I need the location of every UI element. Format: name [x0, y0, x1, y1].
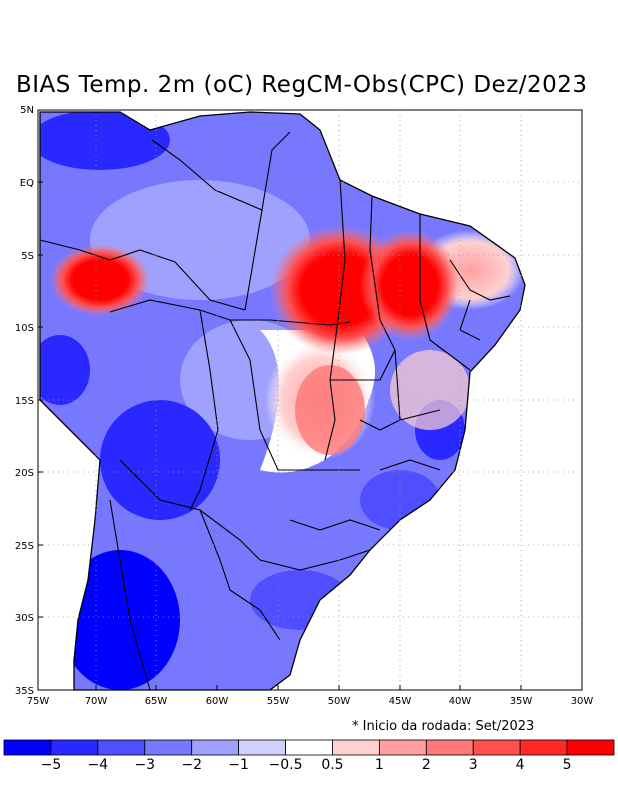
- colorbar-swatch: [285, 739, 333, 756]
- gridlines: [38, 110, 582, 690]
- lat-label: 10S: [15, 323, 34, 334]
- colorbar-swatch: [3, 739, 52, 756]
- political-borders: [39, 131, 511, 691]
- colorbar-label: 5: [562, 757, 572, 773]
- tick-marks: [38, 109, 522, 690]
- colorbar-label: −4: [87, 757, 109, 773]
- lat-label: 25S: [15, 541, 34, 552]
- colorbar-label: 2: [421, 757, 431, 773]
- colorbar-swatch: [425, 739, 474, 756]
- lat-label: 30S: [15, 613, 34, 624]
- colorbar-label: −3: [134, 757, 156, 773]
- colorbar-swatch: [566, 739, 615, 756]
- lon-label: 35W: [510, 696, 533, 707]
- colorbar-label: −0.5: [268, 757, 303, 773]
- lon-label: 40W: [449, 696, 472, 707]
- lon-label: 55W: [267, 696, 290, 707]
- colorbar-swatch: [519, 739, 568, 756]
- colorbar-swatch: [332, 739, 380, 756]
- colorbar-swatch: [144, 739, 193, 756]
- colorbar-label: 1: [374, 757, 384, 773]
- colorbar-swatch: [97, 739, 146, 756]
- colorbar-swatch: [238, 739, 286, 756]
- lon-label: 60W: [206, 696, 229, 707]
- coastline: [39, 111, 526, 691]
- lon-label: 45W: [389, 696, 412, 707]
- colorbar-swatch: [378, 739, 427, 756]
- lon-label: 70W: [85, 696, 108, 707]
- colorbar-label: 3: [468, 757, 478, 773]
- lat-label: EQ: [20, 178, 34, 189]
- colorbar-label: −1: [228, 757, 249, 773]
- map-title: BIAS Temp. 2m (oC) RegCM-Obs(CPC) Dez/20…: [16, 72, 588, 98]
- colorbar-label: 4: [515, 757, 525, 773]
- colorbar: [3, 739, 615, 756]
- colorbar-swatch: [472, 739, 521, 756]
- lon-label: 50W: [328, 696, 351, 707]
- colorbar-label: 0.5: [321, 757, 344, 773]
- lat-label: 20S: [15, 468, 34, 479]
- lat-label: 15S: [15, 396, 34, 407]
- lat-label: 5N: [20, 105, 34, 116]
- colorbar-swatch: [50, 739, 99, 756]
- lon-label: 75W: [27, 696, 50, 707]
- colorbar-swatch: [191, 739, 240, 756]
- run-start-note: * Inicio da rodada: Set/2023: [352, 719, 535, 734]
- lon-label: 30W: [571, 696, 594, 707]
- lat-label: 35S: [15, 686, 34, 697]
- lon-label: 65W: [145, 696, 168, 707]
- lat-label: 5S: [21, 251, 34, 262]
- colorbar-label: −5: [40, 757, 62, 773]
- colorbar-label: −2: [181, 757, 203, 773]
